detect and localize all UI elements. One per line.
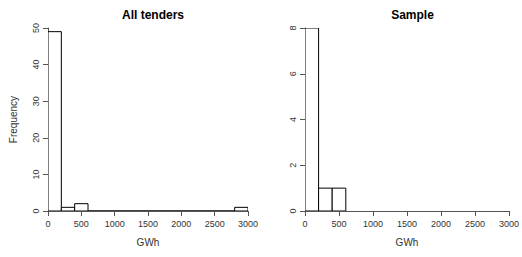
svg-text:20: 20	[31, 133, 41, 143]
svg-text:0: 0	[31, 208, 41, 213]
svg-text:3000: 3000	[499, 219, 519, 229]
svg-text:8: 8	[288, 25, 298, 30]
svg-text:30: 30	[31, 96, 41, 106]
svg-text:GWh: GWh	[396, 237, 419, 248]
svg-text:2: 2	[288, 163, 298, 168]
svg-text:500: 500	[74, 219, 89, 229]
svg-text:GWh: GWh	[137, 237, 160, 248]
svg-text:All tenders: All tenders	[122, 8, 184, 22]
svg-text:4: 4	[288, 117, 298, 122]
svg-text:2000: 2000	[431, 219, 451, 229]
svg-text:1000: 1000	[105, 219, 125, 229]
svg-text:2500: 2500	[465, 219, 485, 229]
svg-text:2500: 2500	[205, 219, 225, 229]
svg-text:1500: 1500	[397, 219, 417, 229]
svg-text:Frequency: Frequency	[8, 96, 19, 143]
svg-text:50: 50	[31, 23, 41, 33]
svg-text:0: 0	[288, 208, 298, 213]
svg-text:1500: 1500	[138, 219, 158, 229]
svg-text:6: 6	[288, 71, 298, 76]
svg-text:Sample: Sample	[391, 8, 434, 22]
svg-text:0: 0	[45, 219, 50, 229]
svg-text:3000: 3000	[238, 219, 258, 229]
svg-text:500: 500	[331, 219, 346, 229]
svg-text:40: 40	[31, 60, 41, 70]
svg-text:0: 0	[302, 219, 307, 229]
svg-text:1000: 1000	[363, 219, 383, 229]
svg-text:2000: 2000	[171, 219, 191, 229]
svg-text:10: 10	[31, 169, 41, 179]
